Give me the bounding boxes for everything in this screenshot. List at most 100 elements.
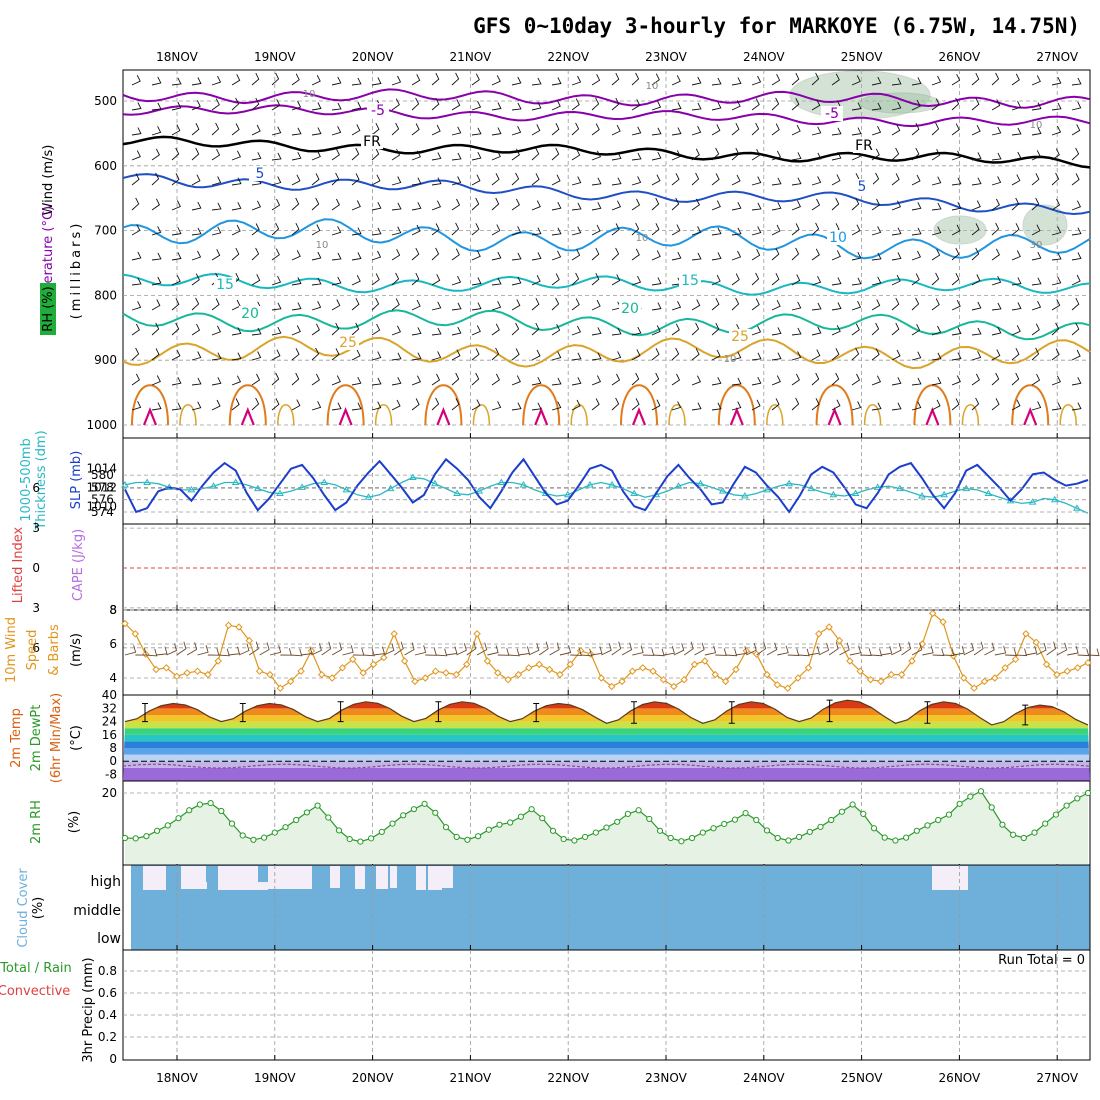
upper-wind-barb: [211, 176, 222, 186]
rh-marker: [806, 828, 813, 835]
surface-wind-barb: [1056, 642, 1068, 656]
temp-axis-label: 2m Temp: [9, 708, 24, 768]
upper-wind-barb: [811, 198, 821, 211]
upper-wind-barb: [591, 123, 600, 136]
upper-wind-barb: [451, 349, 461, 361]
rh-legend-swatch: [40, 283, 56, 335]
isotherm-25-loop: [472, 404, 491, 426]
isotherm-35-loop: [925, 407, 940, 426]
upper-wind-barb: [691, 76, 702, 86]
surface-wind-barb: [828, 641, 839, 656]
upper-wind-barb: [1031, 323, 1040, 336]
wind-speed-marker: [224, 621, 233, 630]
cloud-level-label: middle: [73, 903, 121, 919]
upper-wind-barb: [771, 352, 782, 361]
upper-wind-barb: [971, 97, 980, 111]
rh-marker: [903, 834, 910, 841]
upper-wind-barb: [771, 327, 782, 336]
wind-speed-marker: [659, 675, 668, 684]
wind-speed-marker: [504, 675, 512, 684]
thickness-marker: [630, 489, 639, 497]
upper-wind-barb: [791, 223, 800, 236]
upper-wind-barb: [311, 347, 320, 361]
upper-wind-barb: [731, 250, 742, 261]
upper-wind-barb: [411, 327, 422, 336]
temp-tick-label: 40: [102, 688, 117, 702]
upper-wind-barb: [191, 401, 202, 411]
surface-wind-barb: [611, 641, 622, 656]
rh-marker: [774, 834, 781, 842]
upper-wind-barb: [1011, 127, 1022, 136]
upper-wind-barb: [311, 224, 321, 236]
thickness-marker: [851, 489, 860, 497]
rh-marker: [453, 833, 460, 841]
rh-marker: [368, 835, 375, 842]
upper-wind-barb: [891, 252, 902, 261]
upper-wind-barb: [911, 401, 922, 411]
upper-wind-barb: [1051, 76, 1062, 86]
upper-wind-barb: [591, 299, 601, 311]
rh-marker: [603, 824, 610, 831]
upper-wind-barb: [731, 201, 742, 211]
upper-wind-barb: [931, 248, 941, 261]
isotherm-35-loop: [436, 407, 451, 426]
surface-wind-barb: [476, 642, 488, 656]
lifted-index-tick-label: 6: [32, 641, 40, 655]
upper-wind-barb: [131, 173, 140, 186]
wind-speed-marker: [1063, 667, 1071, 675]
upper-wind-barb: [1071, 200, 1082, 211]
upper-wind-barb: [371, 122, 380, 136]
upper-wind-barb: [271, 248, 280, 261]
isotherm-30-loop: [228, 384, 267, 426]
isotherm-label: FR: [855, 138, 873, 154]
wind-speed-marker: [152, 665, 160, 674]
thickness-marker: [984, 489, 993, 497]
temp-tick-label: -8: [105, 767, 117, 781]
upper-wind-barb: [211, 202, 222, 211]
rh-marker: [507, 819, 514, 826]
upper-wind-barb: [891, 173, 900, 186]
rh-marker: [378, 828, 385, 835]
upper-wind-barb: [871, 375, 882, 386]
upper-wind-barb: [331, 299, 341, 311]
wind-tick-label: 6: [109, 637, 117, 651]
upper-wind-barb: [931, 226, 942, 236]
upper-wind-barb: [771, 97, 780, 111]
upper-wind-barb: [771, 247, 780, 261]
upper-wind-barb: [191, 100, 201, 111]
upper-wind-barb: [531, 173, 540, 186]
rh-marker: [271, 829, 278, 836]
upper-wind-barb: [211, 122, 220, 136]
upper-wind-barb: [271, 349, 281, 361]
upper-wind-barb: [131, 74, 141, 86]
upper-wind-barb: [431, 72, 440, 86]
thickness-marker: [563, 490, 572, 498]
pressure-tick-label: 800: [94, 288, 117, 302]
upper-wind-barb: [891, 147, 900, 161]
upper-wind-barb: [851, 224, 861, 236]
upper-wind-barb: [1031, 102, 1042, 111]
rh-marker: [646, 815, 653, 823]
upper-wind-barb: [631, 222, 640, 236]
surface-wind-barb: [383, 643, 395, 656]
upper-wind-barb: [1051, 276, 1062, 286]
surface-wind-barb: [798, 648, 810, 657]
upper-wind-barb: [1051, 322, 1060, 336]
upper-wind-barb: [711, 322, 720, 336]
rh-marker: [346, 835, 353, 843]
upper-wind-barb: [811, 152, 822, 161]
upper-wind-barb: [231, 97, 240, 111]
upper-wind-barb: [171, 173, 180, 186]
precip-tick-label: 0.2: [98, 1030, 117, 1044]
upper-wind-barb: [791, 247, 800, 261]
rh-marker: [282, 824, 289, 831]
precip-axis-label: 3hr Precip (mm): [81, 957, 96, 1062]
upper-wind-barb: [351, 274, 361, 286]
run-total-label: Run Total = 0: [998, 953, 1085, 968]
upper-wind-barb: [771, 398, 780, 411]
upper-wind-barb: [791, 152, 802, 161]
upper-wind-barb: [311, 197, 320, 211]
wind-speed-marker: [825, 623, 833, 631]
upper-wind-barb: [971, 152, 982, 161]
upper-wind-barb: [391, 148, 401, 161]
